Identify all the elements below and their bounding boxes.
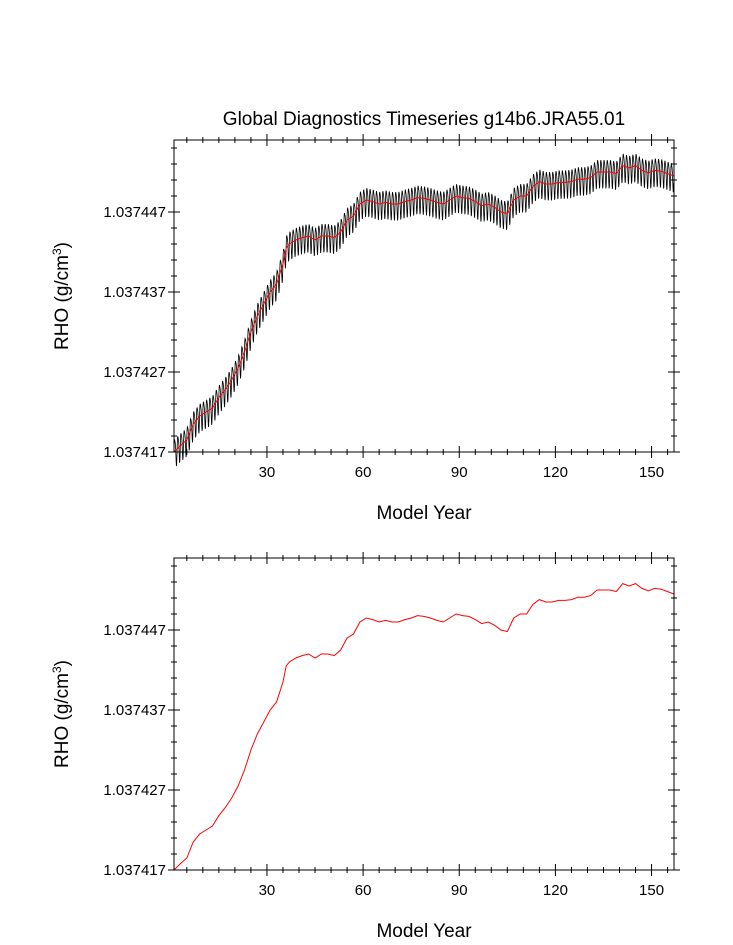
top-y-axis-label-main: RHO (g/cm	[52, 255, 73, 350]
bottom-y-axis-label-main: RHO (g/cm	[52, 673, 73, 768]
x-tick-label: 150	[639, 882, 664, 899]
bottom-y-axis-label: RHO (g/cm3)	[50, 660, 73, 768]
x-tick-label: 60	[355, 882, 372, 899]
bottom-plot-frame	[173, 557, 675, 871]
top-x-axis-label: Model Year	[376, 503, 472, 524]
top-chart-panel: Global Diagnostics Timeseries g14b6.JRA5…	[50, 109, 680, 524]
x-tick-label: 60	[355, 464, 372, 481]
top-axis-ticks: 30 60 90 120 150 1.037417 1.037427 1.037437 1.03…	[103, 134, 680, 481]
monthly-series-line	[173, 153, 675, 467]
y-tick-label: 1.037427	[103, 364, 166, 381]
bottom-plot-area	[173, 583, 675, 871]
y-tick-label: 1.037447	[103, 622, 166, 639]
y-tick-label: 1.037437	[103, 702, 166, 719]
y-tick-label: 1.037437	[103, 284, 166, 301]
top-plot-frame	[173, 139, 675, 453]
x-tick-label: 90	[451, 464, 468, 481]
x-tick-label: 30	[259, 464, 276, 481]
bottom-x-axis-label: Model Year	[376, 921, 472, 942]
bottom-y-axis-label-sup: 3	[50, 666, 64, 673]
y-tick-label: 1.037417	[103, 862, 166, 879]
top-y-axis-label-close: )	[52, 242, 73, 248]
bottom-axis-ticks: 30 60 90 120 150 1.037417 1.037427 1.037437 1.03…	[103, 552, 680, 899]
top-y-axis-label: RHO (g/cm3)	[50, 242, 73, 350]
top-y-axis-label-sup: 3	[50, 248, 64, 255]
y-tick-label: 1.037447	[103, 204, 166, 221]
bottom-y-axis-label-close: )	[52, 660, 73, 666]
bottom-chart-panel: 30 60 90 120 150 1.037417 1.037427 1.037437 1.03…	[50, 552, 680, 942]
x-tick-label: 150	[639, 464, 664, 481]
top-plot-area	[173, 153, 675, 467]
x-tick-label: 120	[543, 882, 568, 899]
chart-title: Global Diagnostics Timeseries g14b6.JRA5…	[223, 109, 625, 130]
annual-mean-series-line	[173, 165, 675, 453]
x-tick-label: 120	[543, 464, 568, 481]
y-tick-label: 1.037417	[103, 444, 166, 461]
x-tick-label: 90	[451, 882, 468, 899]
x-tick-label: 30	[259, 882, 276, 899]
annual-mean-series-line	[173, 583, 675, 871]
y-tick-label: 1.037427	[103, 782, 166, 799]
